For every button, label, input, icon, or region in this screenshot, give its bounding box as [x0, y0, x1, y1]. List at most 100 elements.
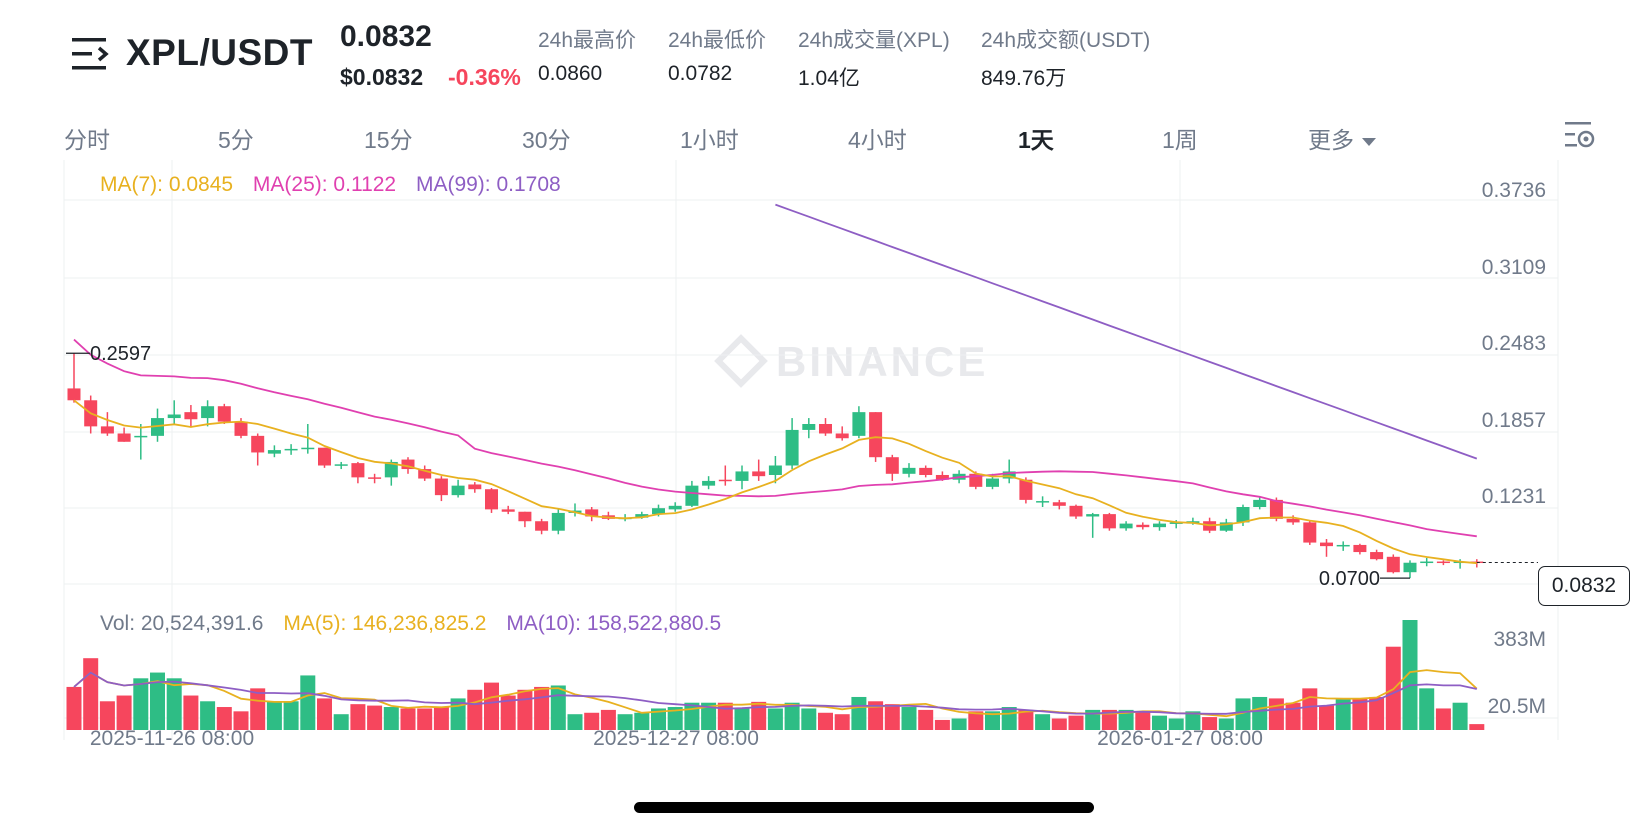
volume-bar — [951, 718, 967, 730]
volume-bar — [433, 707, 449, 730]
volume-bar — [550, 685, 566, 730]
trading-pair[interactable]: XPL/USDT — [126, 32, 313, 73]
tab-5m[interactable]: 5分 — [218, 127, 254, 153]
volume-bar — [667, 707, 683, 730]
volume-bar — [83, 658, 99, 730]
candle-body — [384, 461, 398, 478]
candlestick-chart[interactable]: 0.3736 0.3109 0.2483 0.1857 0.1231 383M 20.5M 2… — [0, 160, 1638, 760]
high-marker-label: 0.2597 — [90, 343, 151, 365]
volume-bar — [1435, 708, 1451, 730]
volume-bar — [333, 714, 349, 730]
legend-ma7: MA(7): 0.0845 — [100, 173, 234, 196]
candle-body — [501, 509, 515, 512]
candle-body — [485, 489, 498, 510]
candle-body — [702, 480, 716, 486]
chart-settings-icon[interactable] — [1565, 120, 1597, 150]
menu-icon[interactable] — [72, 36, 112, 72]
price-axis-label: 0.3109 — [1482, 256, 1546, 279]
volume-bar — [417, 708, 433, 730]
interval-tabs: 分时 5分 15分 30分 1小时 4小时 1天 1周 更多 — [0, 115, 1638, 159]
volume-bar — [651, 708, 666, 730]
volume-bar — [133, 678, 149, 730]
stat-label: 24h成交量(XPL) — [798, 29, 950, 52]
volume-bar — [1252, 696, 1268, 730]
volume-bar — [66, 686, 82, 730]
tab-timeline[interactable]: 分时 — [64, 127, 110, 153]
volume-bar — [99, 701, 115, 730]
volume-bar — [1001, 707, 1017, 730]
candle-body — [418, 469, 432, 479]
legend-vol-ma10: MA(10): 158,522,880.5 — [506, 612, 722, 635]
price-axis-label: 0.3736 — [1482, 179, 1546, 202]
candle-body — [318, 447, 331, 466]
tab-15m[interactable]: 15分 — [364, 127, 413, 153]
volume-bar — [751, 701, 767, 730]
volume-bar — [1135, 711, 1151, 730]
volume-bar — [584, 712, 600, 730]
candle-body — [1269, 499, 1283, 519]
candle-body — [1102, 514, 1116, 529]
ma-legend: MA(7): 0.0845 MA(25): 0.1122 MA(99): 0.1… — [100, 173, 575, 197]
volume-bar — [1335, 698, 1351, 730]
candle-body — [134, 435, 148, 438]
candle-body — [1320, 542, 1333, 547]
volume-bar — [183, 695, 199, 730]
tab-30m[interactable]: 30分 — [522, 127, 571, 153]
candle-body — [986, 478, 999, 487]
volume-bar — [600, 709, 616, 730]
volume-bar — [350, 704, 366, 730]
candle-body — [902, 467, 916, 474]
candle-body — [1119, 523, 1133, 529]
candle-body — [1286, 518, 1300, 523]
time-axis-label: 2025-12-27 08:00 — [593, 727, 759, 750]
volume-bar — [534, 686, 550, 730]
volume-bar — [617, 714, 633, 730]
volume-bar — [233, 711, 249, 730]
tab-4h[interactable]: 4小时 — [848, 127, 907, 153]
candle-body — [1253, 499, 1267, 507]
volume-bar — [1235, 698, 1251, 730]
volume-bar — [1285, 702, 1301, 730]
volume-bar — [985, 711, 1000, 730]
volume-bar — [818, 712, 833, 730]
volume-bar — [884, 704, 900, 730]
volume-bar — [567, 714, 583, 730]
volume-bar — [868, 701, 884, 730]
candle-body — [151, 418, 164, 436]
candle-body — [1052, 502, 1066, 506]
volume-bar — [1152, 715, 1167, 730]
low-marker-label: 0.0700 — [1319, 568, 1380, 590]
candle-body — [819, 424, 832, 434]
tab-1d[interactable]: 1天 — [1018, 127, 1054, 153]
volume-legend: Vol: 20,524,391.6 MA(5): 146,236,825.2 M… — [100, 612, 735, 636]
candle-body — [685, 485, 699, 506]
binance-watermark: BINANCE — [714, 334, 988, 388]
volume-bar — [484, 682, 499, 730]
volume-bar — [1051, 718, 1067, 730]
candle-body — [1353, 544, 1367, 553]
stat-label: 24h成交额(USDT) — [981, 29, 1151, 52]
ticker-header: XPL/USDT 0.0832 $0.0832 -0.36% 24h最高价 0.… — [0, 0, 1638, 110]
candle-body — [551, 512, 565, 531]
legend-ma25: MA(25): 0.1122 — [252, 173, 397, 196]
candle-body — [652, 508, 665, 515]
candle-body — [184, 412, 198, 420]
candle-body — [217, 406, 231, 422]
price-axis-label: 0.2483 — [1482, 332, 1546, 355]
home-indicator[interactable] — [634, 802, 1094, 813]
volume-bar — [266, 701, 282, 730]
current-price-box: 0.0832 — [1538, 566, 1630, 606]
tab-1w[interactable]: 1周 — [1162, 127, 1198, 153]
volume-bar — [1268, 698, 1284, 730]
candle-body — [1086, 514, 1100, 517]
volume-bar — [1035, 714, 1051, 730]
tab-more[interactable]: 更多 — [1308, 121, 1376, 155]
legend-vol-ma5: MA(5): 146,236,825.2 — [283, 612, 487, 635]
candle-body — [1169, 522, 1183, 524]
tab-1h[interactable]: 1小时 — [680, 127, 739, 153]
candle-body — [768, 465, 782, 475]
candle-body — [1069, 505, 1083, 517]
candle-body — [835, 433, 849, 439]
volume-bar — [1218, 718, 1234, 730]
volume-bar — [934, 719, 950, 730]
